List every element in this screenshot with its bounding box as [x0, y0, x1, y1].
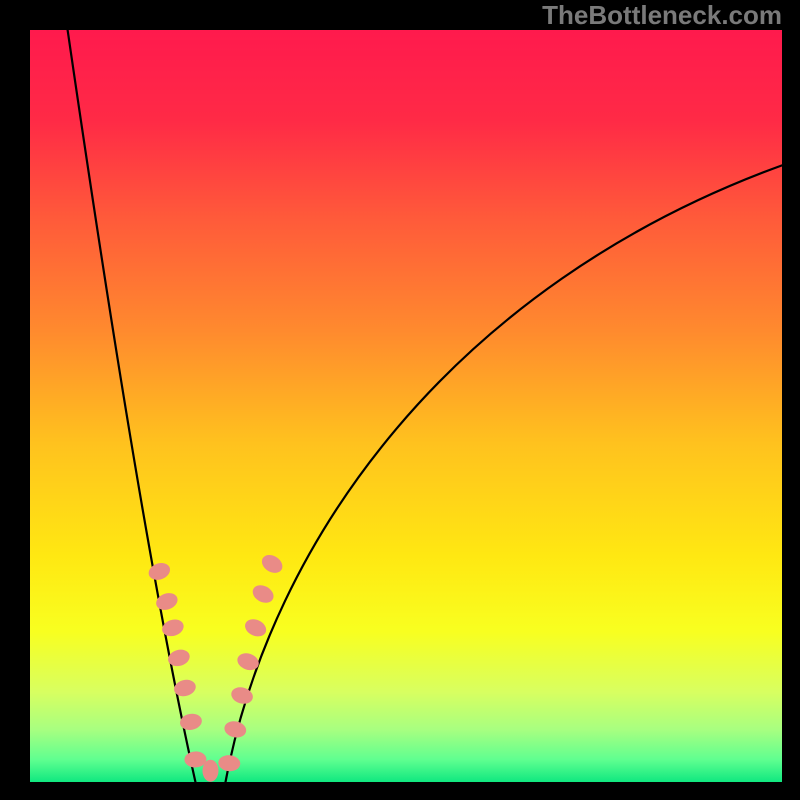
curve-layer: [30, 30, 782, 782]
salmon-dot: [242, 616, 269, 640]
salmon-dot: [179, 712, 203, 732]
salmon-dot: [259, 551, 286, 576]
salmon-dot: [218, 754, 241, 772]
salmon-dot: [166, 647, 192, 668]
salmon-dot: [202, 760, 218, 782]
watermark-label: TheBottleneck.com: [542, 0, 782, 31]
left-curve: [68, 30, 196, 782]
salmon-dot: [184, 751, 207, 768]
salmon-dot: [223, 719, 248, 739]
chart-stage: TheBottleneck.com: [0, 0, 800, 800]
salmon-dot: [160, 617, 186, 639]
salmon-dots-group: [146, 551, 285, 781]
right-curve: [226, 165, 782, 782]
salmon-dot: [250, 582, 277, 606]
salmon-dot: [146, 560, 172, 583]
plot-area: [30, 30, 782, 782]
